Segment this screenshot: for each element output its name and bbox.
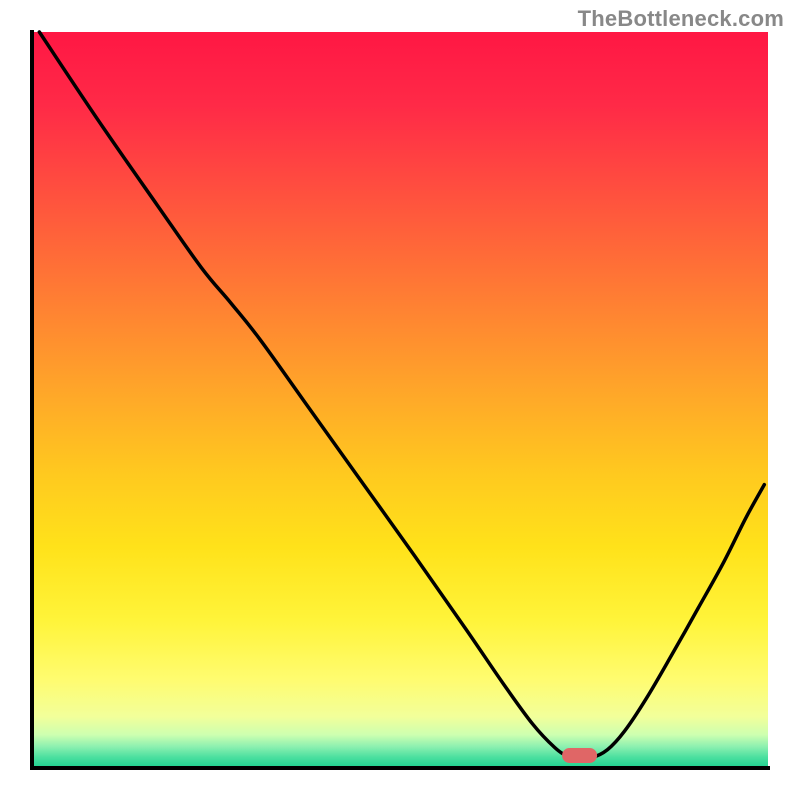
gradient-plot-area: [32, 32, 768, 768]
chart-container: TheBottleneck.com: [0, 0, 800, 800]
optimal-marker: [563, 748, 597, 762]
bottleneck-chart-svg: [0, 0, 800, 800]
watermark-label: TheBottleneck.com: [578, 6, 784, 32]
